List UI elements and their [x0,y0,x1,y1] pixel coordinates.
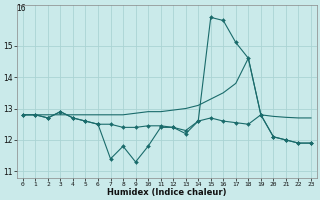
X-axis label: Humidex (Indice chaleur): Humidex (Indice chaleur) [107,188,227,197]
Text: 16: 16 [17,4,26,13]
